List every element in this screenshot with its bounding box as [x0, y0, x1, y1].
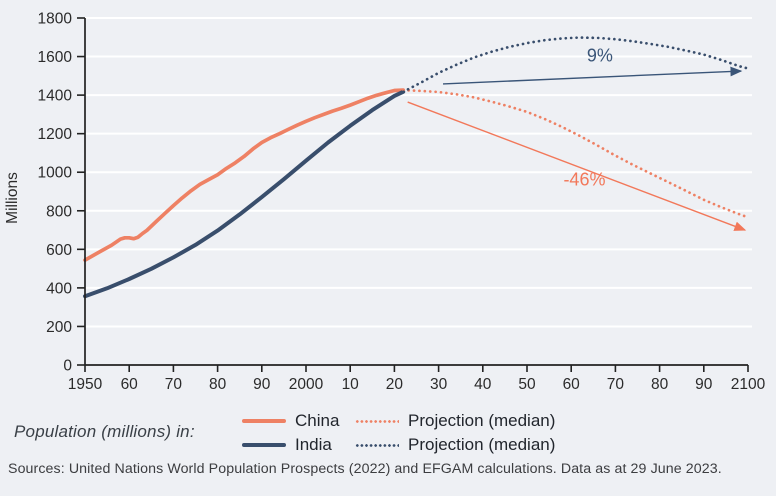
- population-chart: 9% -46% 0 200 400 600 800 1000 1200 1400 1600 1800 1…: [4, 11, 766, 394]
- x-tick-label: 90: [253, 376, 271, 393]
- legend-label-china-projection: Projection (median): [408, 411, 556, 430]
- annotation-arrow-india-change: [442, 66, 743, 85]
- y-axis-title: Millions: [4, 172, 21, 224]
- x-tick-label: 40: [474, 376, 492, 393]
- legend-label-china: China: [295, 411, 340, 430]
- y-tick-label: 400: [46, 280, 72, 297]
- x-tick-label: 50: [518, 376, 536, 393]
- x-tick-label: 10: [342, 376, 360, 393]
- x-tick-label: 90: [695, 376, 713, 393]
- x-tick-label: 70: [165, 376, 183, 393]
- x-tick-label: 2000: [289, 376, 324, 393]
- annotation-arrow-china-change: [407, 101, 747, 231]
- y-tick-label: 1600: [38, 49, 73, 66]
- series-china-history-line: [83, 88, 406, 262]
- y-tick-label: 1800: [38, 11, 73, 28]
- x-tick-label: 30: [430, 376, 448, 393]
- y-tick-label: 0: [63, 358, 72, 375]
- legend-swatch-china-solid: [242, 419, 286, 423]
- series-india-projection-line: [401, 36, 750, 94]
- x-tick-label: 2100: [731, 376, 766, 393]
- y-tick-label: 200: [46, 319, 72, 336]
- y-tick-label: 1200: [38, 126, 73, 143]
- x-tick-label: 60: [563, 376, 581, 393]
- x-tick-label: 60: [121, 376, 139, 393]
- legend-label-india-projection: Projection (median): [408, 435, 556, 454]
- series-china-projection-line: [401, 88, 750, 219]
- legend-item-india-projection: Projection (median): [355, 435, 555, 455]
- x-tick-label: 20: [386, 376, 404, 393]
- x-tick-label: 80: [651, 376, 669, 393]
- legend-swatch-india-solid: [242, 443, 286, 447]
- x-tick-label: 1950: [68, 376, 103, 393]
- legend-swatch-china-dotted: [355, 418, 399, 424]
- source-note: Sources: United Nations World Population…: [8, 461, 722, 477]
- y-tick-label: 800: [46, 203, 72, 220]
- x-tick-label: 70: [607, 376, 625, 393]
- y-tick-label: 1000: [38, 165, 73, 182]
- x-tick-label: 80: [209, 376, 227, 393]
- legend-item-china: China: [242, 411, 339, 431]
- legend-caption: Population (millions) in:: [14, 422, 195, 441]
- legend-swatch-india-dotted: [355, 442, 399, 448]
- legend-item-india: India: [242, 435, 332, 455]
- annotation-label-china-change: -46%: [563, 170, 605, 190]
- legend-label-india: India: [295, 435, 332, 454]
- y-tick-label: 600: [46, 242, 72, 259]
- y-tick-label: 1400: [38, 88, 73, 105]
- series-india-history-line: [83, 89, 406, 299]
- annotation-label-india-change: 9%: [587, 45, 613, 65]
- legend-item-china-projection: Projection (median): [355, 411, 555, 431]
